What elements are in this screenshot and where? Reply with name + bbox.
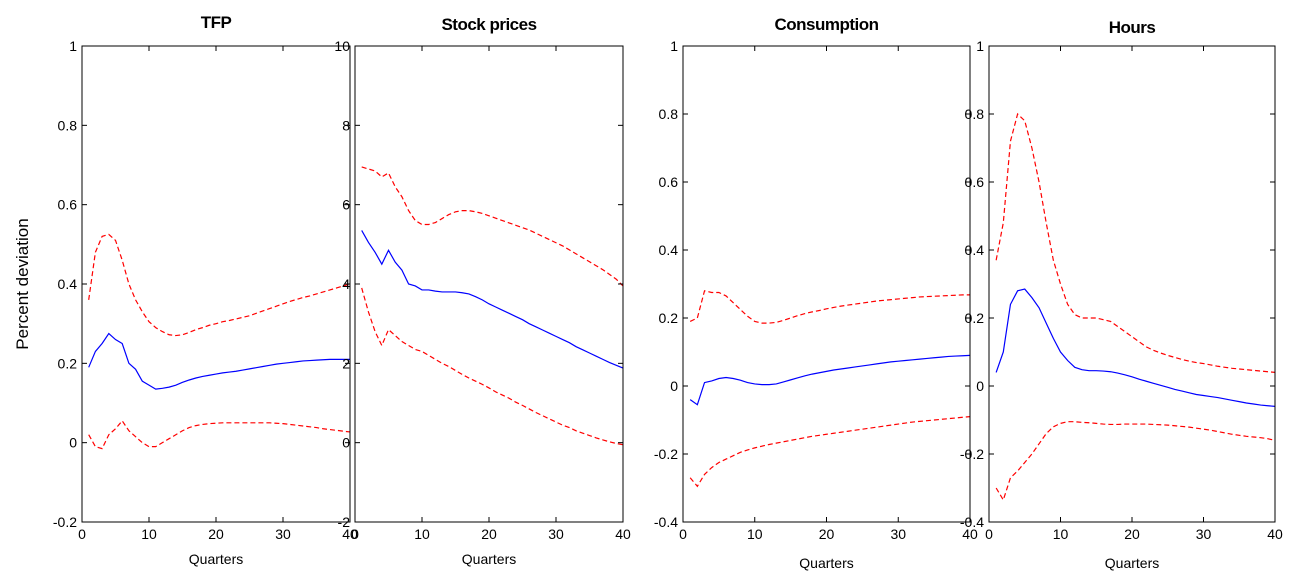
x-tick-label: 40 <box>615 526 631 542</box>
chart-title: Hours <box>1109 18 1156 37</box>
y-tick-label: 0 <box>342 435 350 451</box>
y-tick-label: 0.2 <box>58 355 78 371</box>
data-line <box>361 166 624 287</box>
x-tick-label: 30 <box>1196 526 1212 542</box>
x-tick-label: 10 <box>747 526 763 542</box>
plot-area <box>989 46 1275 522</box>
y-tick-label: -0.2 <box>654 446 678 462</box>
plot-area <box>82 46 350 522</box>
data-line <box>88 419 351 450</box>
x-axis-label: Quarters <box>189 551 243 567</box>
y-tick-label: 10 <box>334 38 350 54</box>
x-tick-label: 40 <box>1267 526 1283 542</box>
y-tick-label: -0.2 <box>960 446 984 462</box>
data-line <box>995 288 1276 407</box>
y-tick-label: -0.4 <box>654 514 678 530</box>
x-tick-label: 20 <box>819 526 835 542</box>
x-tick-label: 30 <box>890 526 906 542</box>
x-axis-label: Quarters <box>462 551 516 567</box>
x-tick-label: 20 <box>1124 526 1140 542</box>
y-tick-label: 0.2 <box>965 310 985 326</box>
x-tick-label: 20 <box>481 526 497 542</box>
y-tick-label: 0.6 <box>659 174 679 190</box>
x-tick-label: 10 <box>141 526 157 542</box>
x-tick-label: 0 <box>679 526 687 542</box>
x-tick-label: 30 <box>548 526 564 542</box>
x-tick-label: 10 <box>1053 526 1069 542</box>
y-tick-label: 4 <box>342 276 350 292</box>
y-tick-label: -2 <box>338 514 351 530</box>
x-tick-label: 40 <box>342 526 358 542</box>
y-tick-label: 8 <box>342 117 350 133</box>
data-line <box>88 332 350 390</box>
y-tick-label: 1 <box>670 38 678 54</box>
y-tick-label: 0.6 <box>58 197 78 213</box>
y-tick-label: 0.4 <box>659 242 679 258</box>
x-axis-label: Quarters <box>799 555 853 571</box>
y-tick-label: 0 <box>670 378 678 394</box>
data-line <box>689 354 971 406</box>
y-tick-label: 0.8 <box>965 106 985 122</box>
plot-area <box>683 46 970 522</box>
x-tick-label: 0 <box>78 526 86 542</box>
data-line <box>995 421 1276 502</box>
data-line <box>361 230 624 369</box>
y-tick-label: 1 <box>976 38 984 54</box>
chart-title: TFP <box>201 13 232 32</box>
y-tick-label: 2 <box>342 355 350 371</box>
x-tick-label: 10 <box>414 526 430 542</box>
data-line <box>995 112 1276 373</box>
y-tick-label: -0.2 <box>53 514 77 530</box>
y-tick-label: 0.8 <box>659 106 679 122</box>
y-tick-label: 6 <box>342 197 350 213</box>
y-tick-label: 0 <box>69 435 77 451</box>
data-line <box>361 287 624 446</box>
y-tick-label: -0.4 <box>960 514 984 530</box>
y-tick-label: 0.6 <box>965 174 985 190</box>
x-axis-label: Quarters <box>1105 555 1159 571</box>
plot-area <box>355 46 623 522</box>
chart-title: Consumption <box>774 15 878 34</box>
y-tick-label: 0.4 <box>58 276 78 292</box>
x-tick-label: 0 <box>985 526 993 542</box>
y-tick-label: 0.2 <box>659 310 679 326</box>
y-tick-label: 0.8 <box>58 117 78 133</box>
y-axis-label: Percent deviation <box>13 218 32 349</box>
y-tick-label: 1 <box>69 38 77 54</box>
data-line <box>689 290 970 324</box>
y-tick-label: 0.4 <box>965 242 985 258</box>
data-line <box>88 233 351 337</box>
x-tick-label: 20 <box>208 526 224 542</box>
x-tick-label: 40 <box>962 526 978 542</box>
y-tick-label: 0 <box>976 378 984 394</box>
x-tick-label: 30 <box>275 526 291 542</box>
chart-title: Stock prices <box>441 15 536 34</box>
x-tick-label: 0 <box>351 526 359 542</box>
